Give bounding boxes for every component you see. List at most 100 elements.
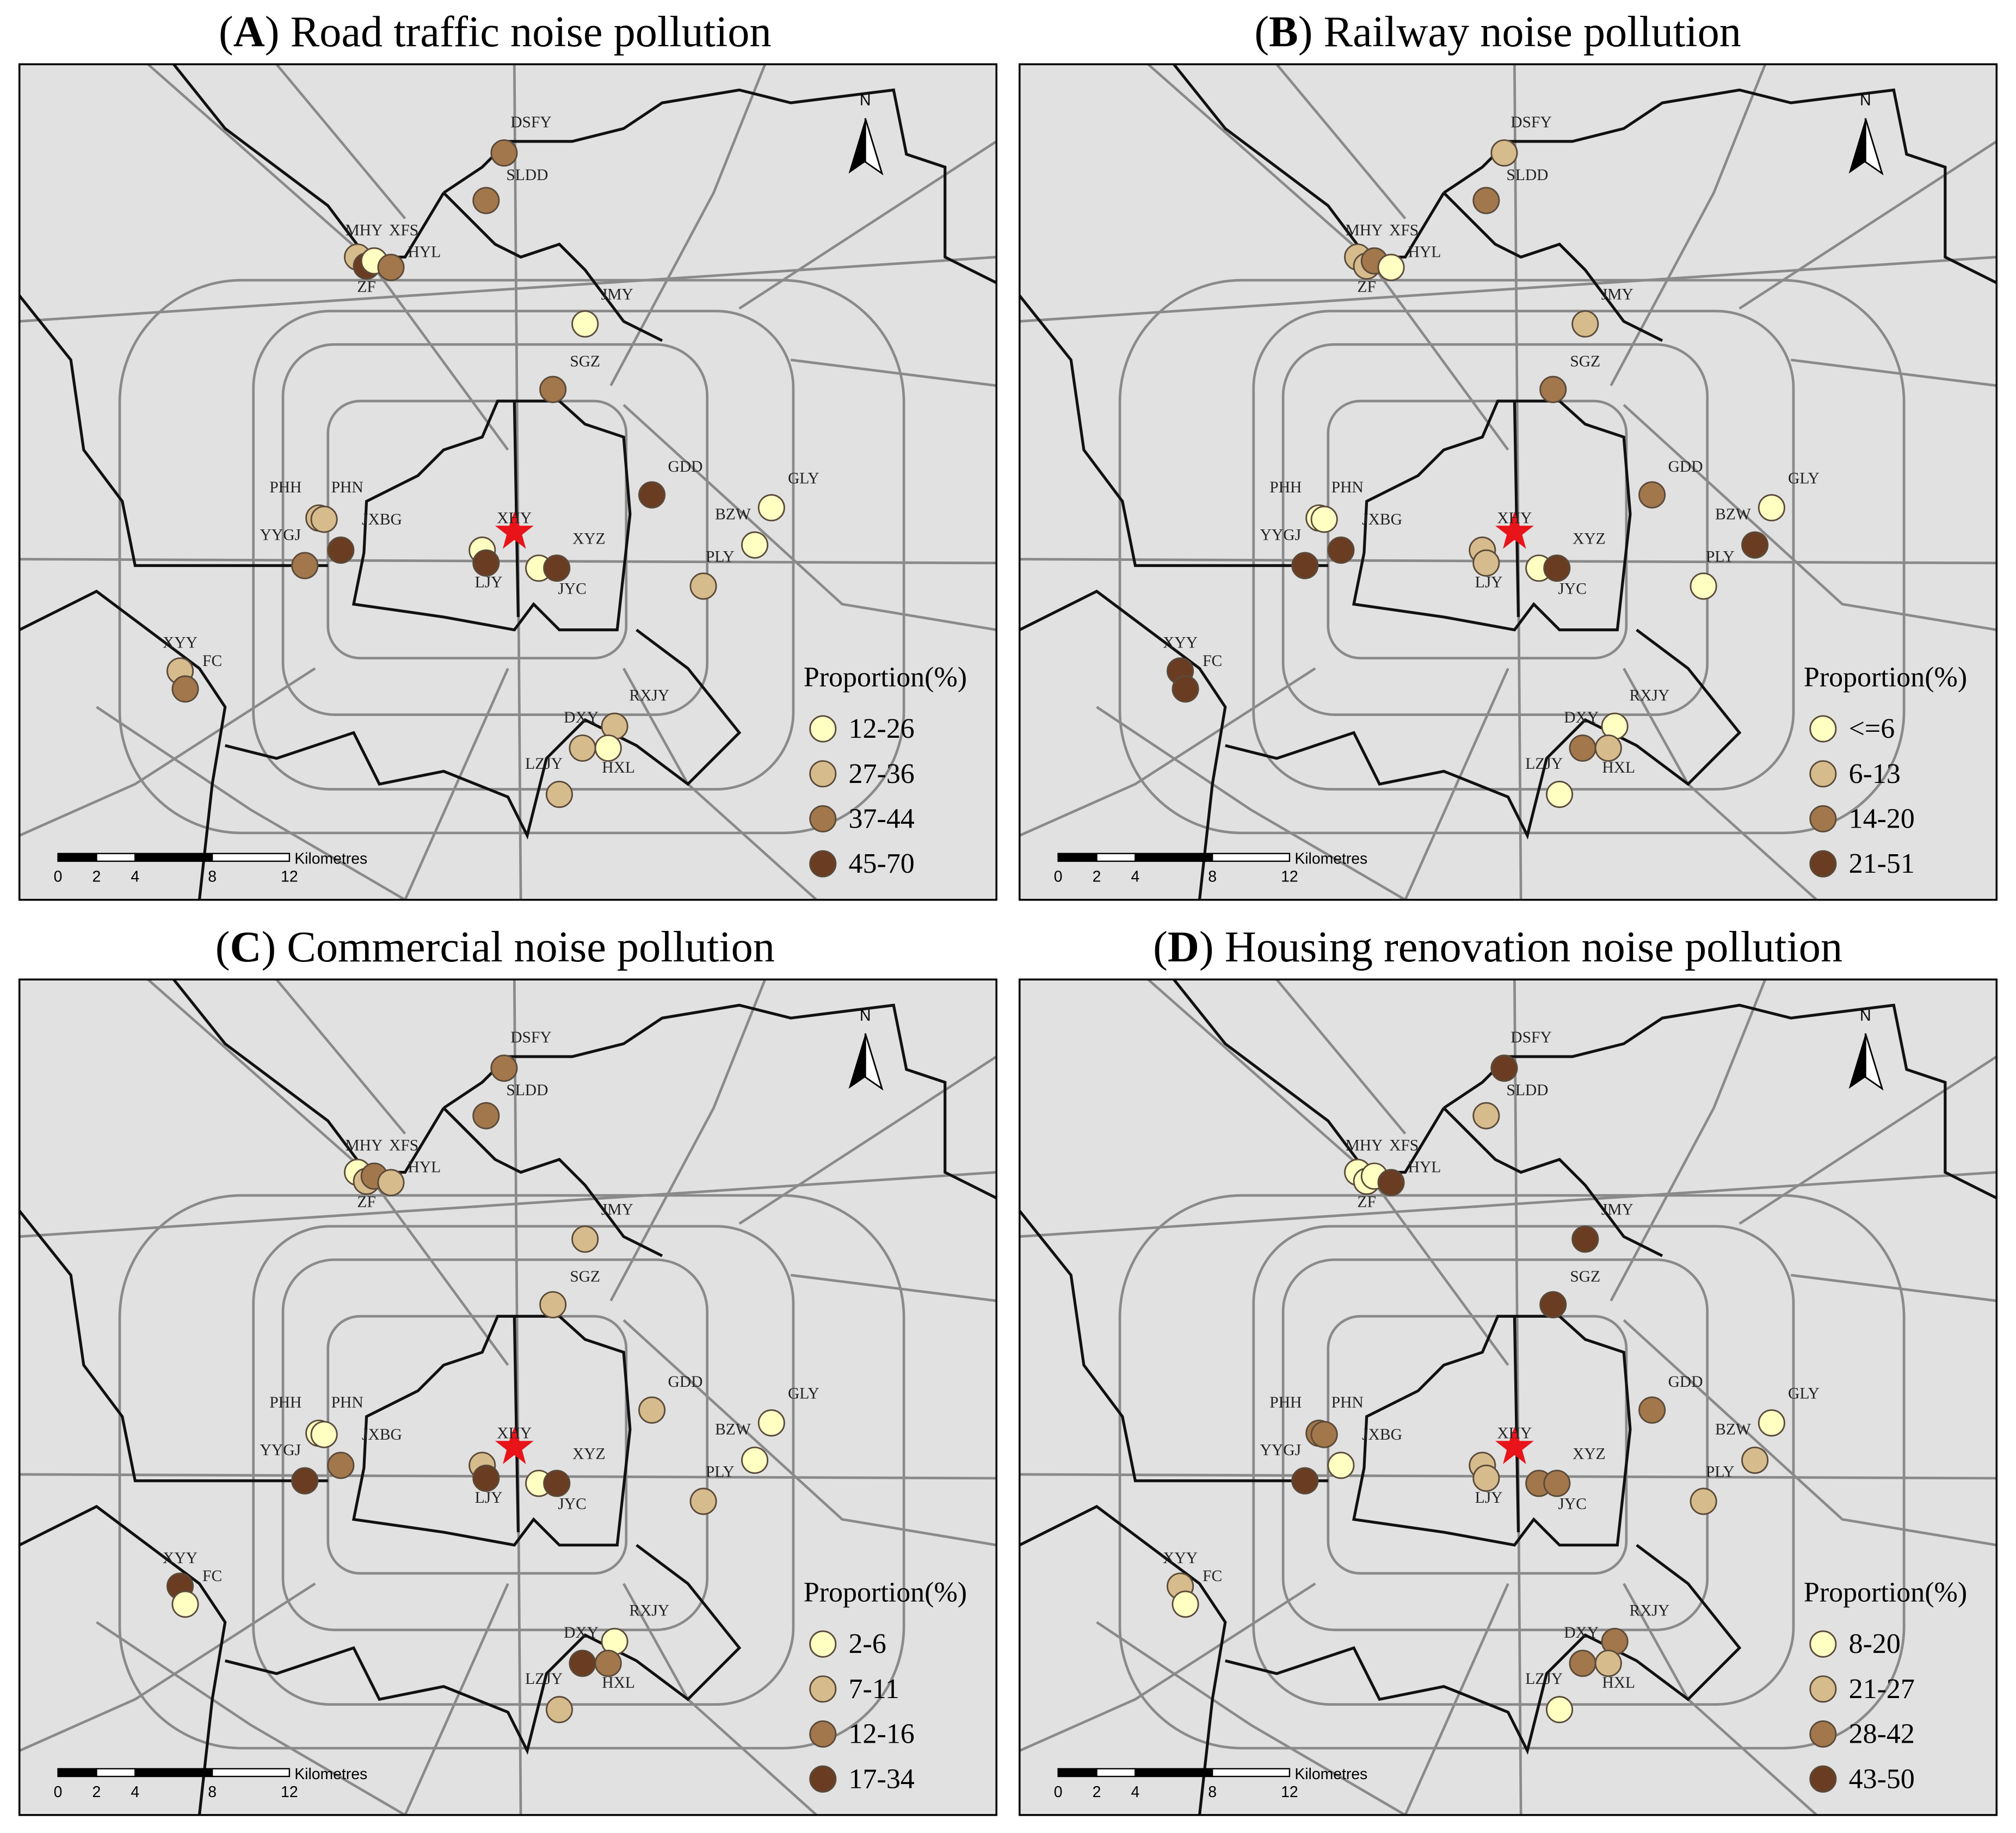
title-part: ( [1153, 923, 1168, 971]
site-dot [327, 1452, 355, 1479]
scale-tick-label: 8 [1208, 1783, 1217, 1801]
site-dot [689, 572, 717, 600]
site-label: PHH [269, 479, 301, 496]
site-label: PHH [1269, 479, 1302, 496]
legend-label: 45-70 [849, 848, 915, 879]
site-label: MHY [1345, 1137, 1383, 1154]
site-label: HXL [602, 1674, 635, 1692]
site-label: BZW [715, 1421, 751, 1439]
legend-swatch [1809, 850, 1837, 878]
site-label: LZJY [525, 755, 563, 773]
site-label: SGZ [570, 1268, 600, 1285]
site-label: DSFY [510, 114, 551, 131]
site-label: GLY [788, 470, 819, 487]
site-dot [638, 1396, 666, 1424]
north-arrow-right [864, 118, 884, 176]
title-part: B [1269, 8, 1298, 56]
site-label: HYL [408, 1159, 441, 1176]
legend-label: <=6 [1849, 713, 1895, 744]
legend-label: 6-13 [1849, 758, 1901, 789]
site-dot [472, 549, 500, 577]
site-label: SLDD [506, 1082, 548, 1099]
legend-title: Proportion(%) [1804, 1577, 1967, 1608]
site-dot [594, 1650, 622, 1677]
site-label: PHH [1269, 1394, 1302, 1411]
title-part: ) Road traffic noise pollution [265, 8, 772, 56]
scale-unit: Kilometres [1294, 850, 1367, 868]
site-dot [1327, 536, 1355, 564]
legend-label: 21-27 [1849, 1674, 1915, 1705]
scale-tick-label: 8 [208, 868, 217, 886]
scale-segment [1096, 1768, 1136, 1778]
site-label: XYZ [572, 530, 606, 547]
site-dot [1741, 1446, 1769, 1474]
north-label: N [1860, 92, 1871, 109]
scale-segment [1057, 1768, 1098, 1778]
site-label: HXL [602, 759, 635, 776]
site-label: HYL [408, 244, 441, 261]
site-dot [1327, 1452, 1355, 1479]
site-label: GLY [1788, 470, 1820, 487]
scale-tick-label: 2 [93, 868, 101, 886]
scale-segment [1211, 1768, 1291, 1778]
scale-segment [211, 853, 291, 862]
site-label: DXY [1564, 1624, 1599, 1641]
site-label: GLY [788, 1385, 819, 1402]
map-panel: N DSFY SLDD MHY ZF XFS HYL JMY SGZ GDD GLY BZW PLY PH… [20, 979, 997, 1815]
site-dot [1545, 781, 1574, 809]
site-dot [741, 531, 769, 559]
site-dot [1310, 505, 1338, 533]
site-label: DSFY [1511, 1029, 1551, 1046]
site-label: GDD [1668, 458, 1703, 476]
legend-label: 14-20 [1849, 803, 1915, 834]
scale-tick-label: 4 [131, 1783, 139, 1801]
site-dot [310, 1421, 338, 1448]
site-label: JMY [1601, 286, 1633, 303]
scale-tick-label: 4 [131, 868, 139, 886]
site-label: XYZ [1573, 530, 1606, 547]
site-dot [1377, 1169, 1405, 1196]
site-dot [1571, 310, 1599, 338]
panel-title: (A) Road traffic noise pollution [219, 8, 772, 56]
panel-title: (B) Railway noise pollution [1254, 8, 1741, 56]
site-label: BZW [715, 505, 751, 523]
site-dot [472, 1464, 500, 1492]
site-label: MHY [1345, 221, 1383, 239]
legend-swatch [1809, 715, 1837, 743]
site-label: YYGJ [1260, 526, 1301, 544]
scale-unit: Kilometres [294, 850, 367, 868]
site-label: HXL [1602, 1674, 1635, 1692]
site-label: FC [1203, 1567, 1222, 1585]
site-label: PLY [1706, 548, 1735, 565]
site-dot [171, 675, 199, 703]
site-label: MHY [345, 1137, 383, 1154]
site-dot [757, 1409, 785, 1437]
site-label: YYGJ [1260, 1441, 1301, 1459]
site-label: RXJY [1630, 687, 1670, 705]
site-dot [1310, 1421, 1338, 1448]
panel-title: (D) Housing renovation noise pollution [1153, 923, 1842, 971]
site-dot [569, 1650, 596, 1677]
site-dot [1569, 1650, 1596, 1677]
site-label: DXY [564, 709, 599, 726]
site-label: HXL [1602, 759, 1635, 776]
site-dot [757, 494, 785, 522]
site-label: DXY [564, 1624, 599, 1641]
site-dot [1291, 1467, 1319, 1495]
legend-title: Proportion(%) [804, 1577, 967, 1608]
legend-swatch [809, 1765, 837, 1793]
site-label: XFS [1389, 221, 1419, 239]
scale-tick-label: 0 [54, 1783, 63, 1801]
map-panel: N DSFY SLDD MHY ZF XFS HYL JMY SGZ GDD GLY BZW PLY PH… [1020, 64, 1997, 900]
legend-label: 12-16 [849, 1719, 915, 1750]
legend-label: 43-50 [1849, 1763, 1915, 1794]
site-dot [1172, 1590, 1199, 1618]
site-dot [594, 734, 622, 762]
scale-segment [1135, 1768, 1213, 1778]
scale-segment [211, 1768, 291, 1778]
site-label: LJY [475, 574, 503, 591]
scale-segment [96, 853, 136, 862]
site-dot [1543, 1470, 1571, 1497]
site-dot [472, 1102, 500, 1130]
